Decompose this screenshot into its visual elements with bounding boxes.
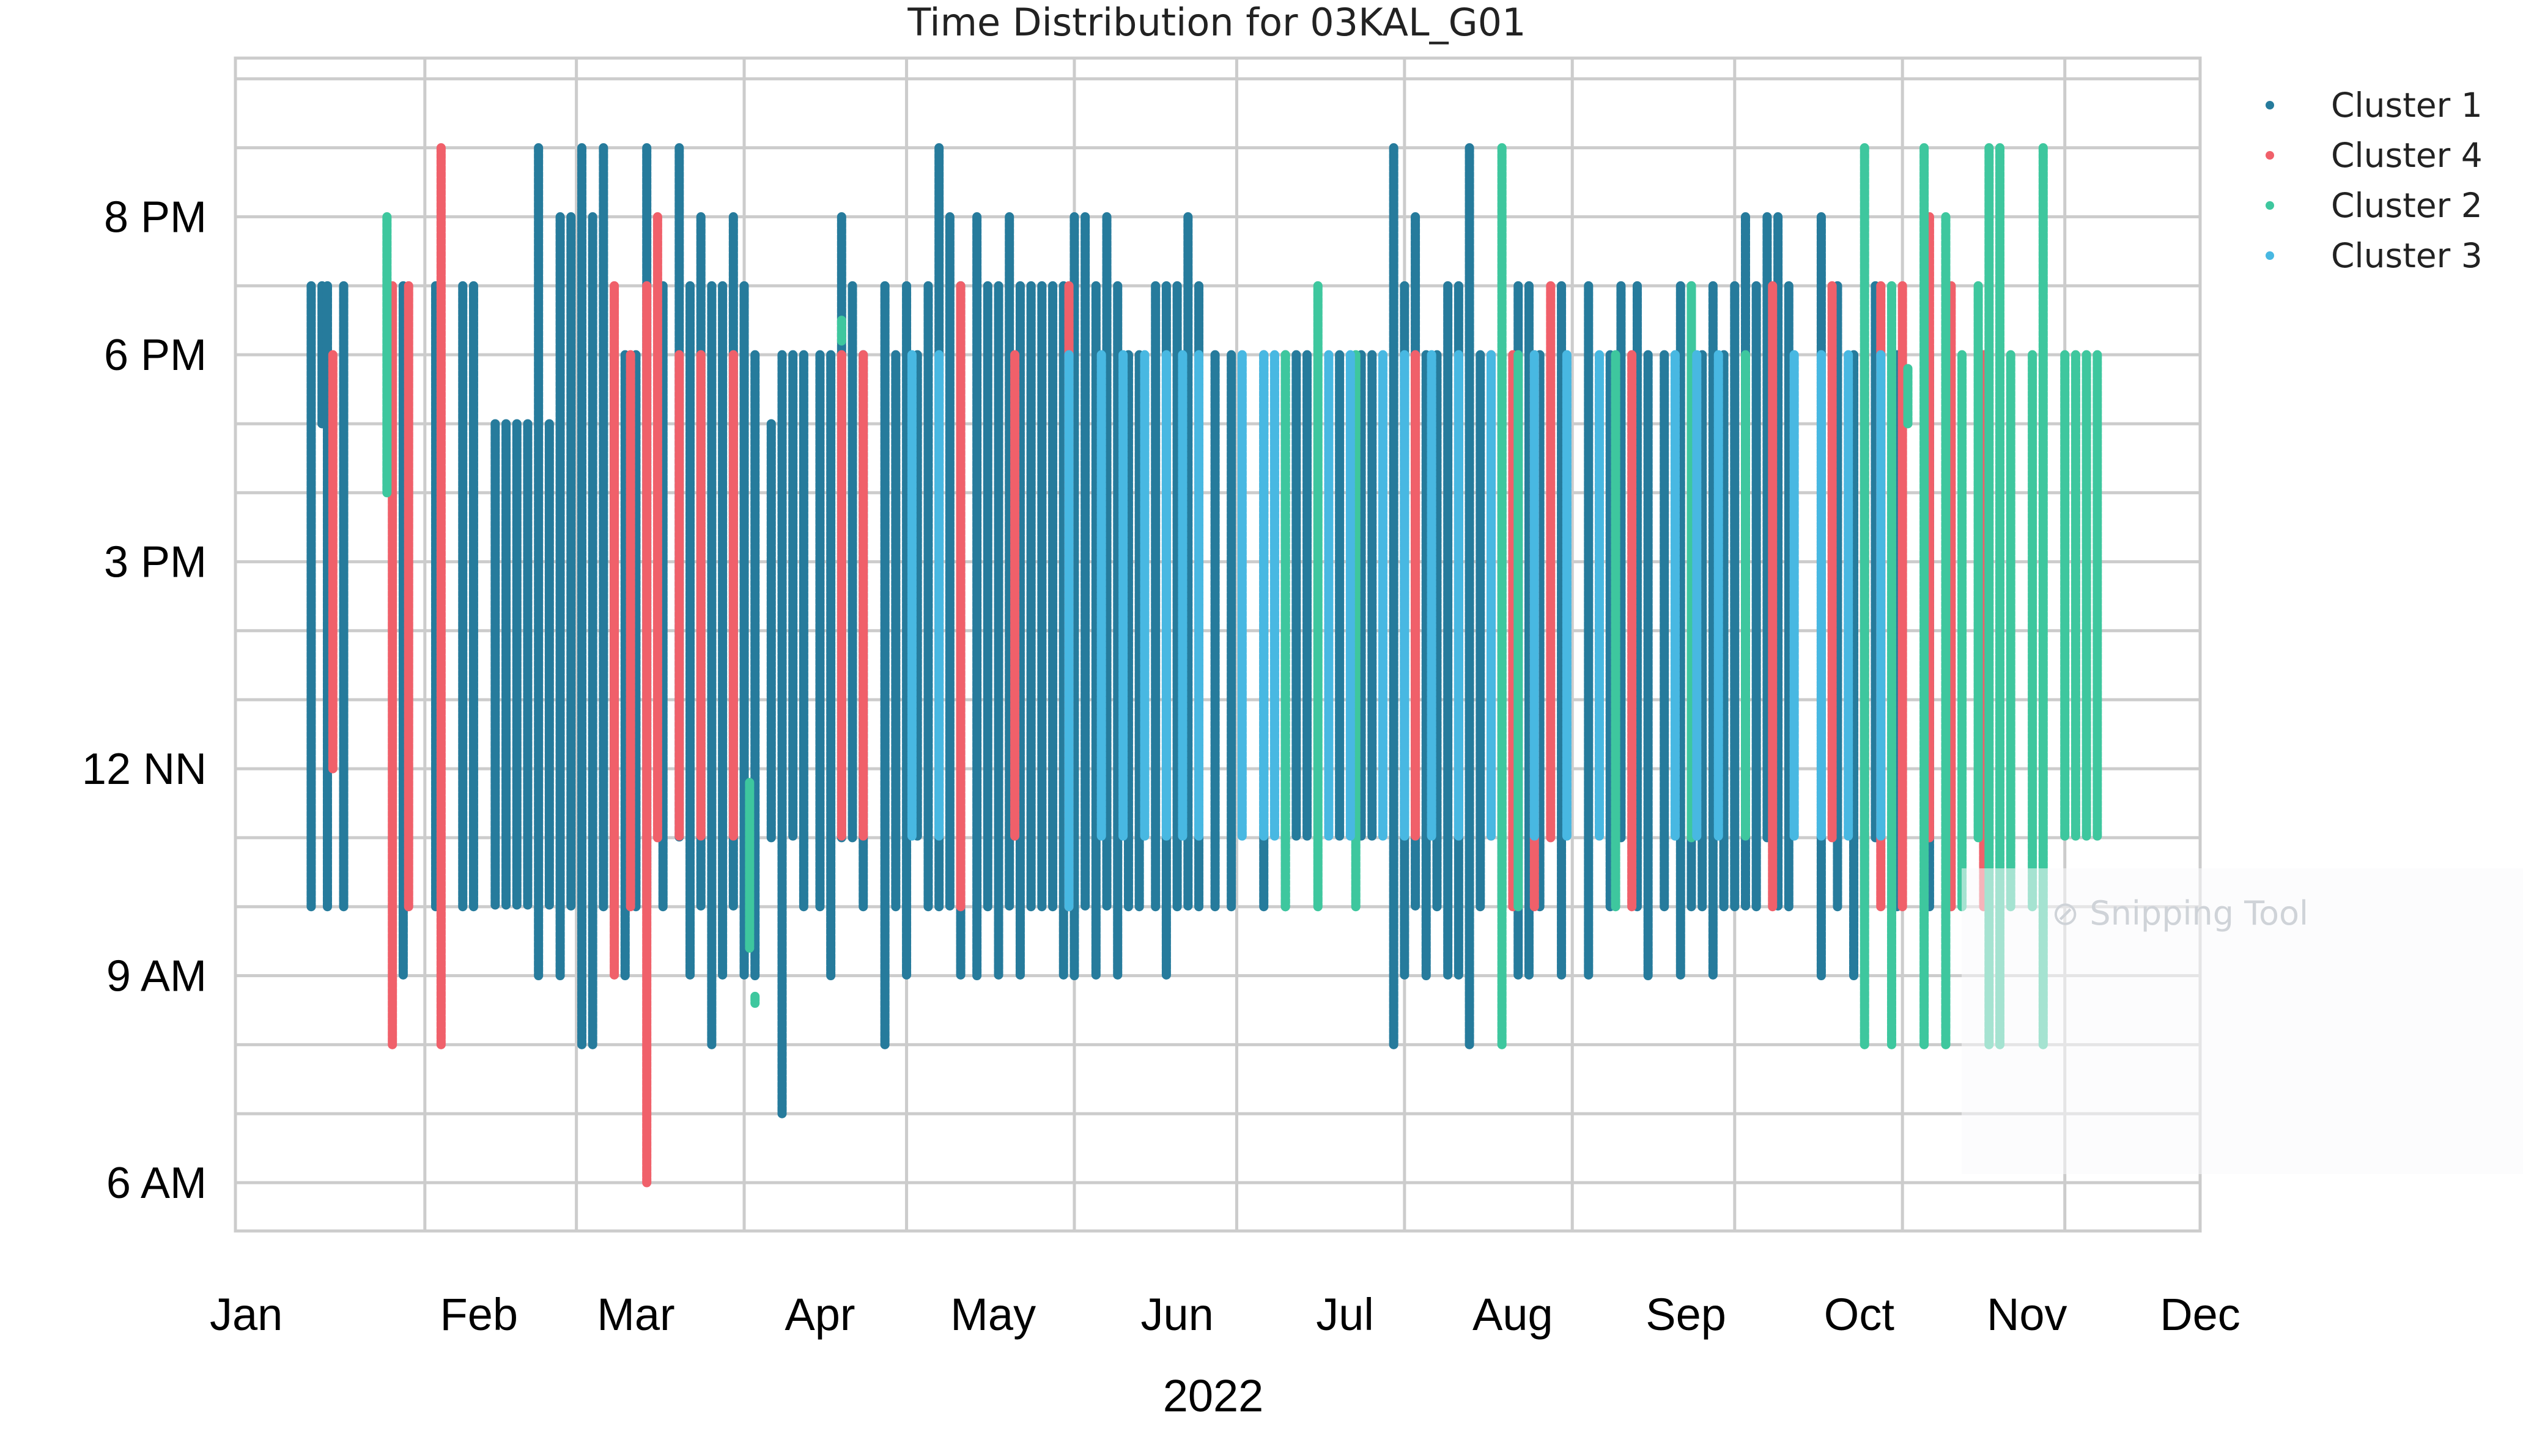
legend-item: Cluster 1 — [2266, 86, 2483, 125]
x-axis-label: 2022 — [1163, 1370, 1264, 1421]
legend-label: Cluster 2 — [2331, 186, 2483, 225]
x-tick-label: Nov — [1987, 1289, 2067, 1340]
series-3 — [382, 143, 2102, 1049]
legend-marker — [2266, 201, 2274, 210]
y-tick-labels: 6 AM 9 AM 12 NN 3 PM 6 PM 8 PM — [82, 193, 207, 1208]
legend-label: Cluster 4 — [2331, 136, 2483, 175]
legend-label: Cluster 1 — [2331, 86, 2483, 125]
data-marks — [306, 143, 2102, 1188]
legend-label: Cluster 3 — [2331, 236, 2483, 275]
y-tick-label: 9 AM — [106, 952, 207, 1001]
y-tick-label: 6 AM — [106, 1159, 207, 1208]
chart-legend: Cluster 1 Cluster 4 Cluster 2 Cluster 3 — [2266, 86, 2483, 275]
x-tick-labels: Jan Feb Mar Apr May Jun Jul Aug Sep Oct Nov Dec — [210, 1289, 2240, 1340]
y-tick-label: 12 NN — [82, 745, 207, 794]
legend-item: Cluster 2 — [2266, 186, 2483, 225]
x-tick-label: Jun — [1140, 1289, 1213, 1340]
x-tick-label: Oct — [1824, 1289, 1895, 1340]
legend-marker — [2266, 151, 2274, 160]
snipping-tool-label: ⊘ Snipping Tool — [2052, 894, 2309, 933]
series-4 — [907, 350, 1886, 912]
y-tick-label: 6 PM — [104, 331, 207, 380]
series-2 — [328, 143, 1989, 1188]
x-tick-label: Jul — [1316, 1289, 1374, 1340]
chart-title: Time Distribution for 03KAL_G01 — [907, 0, 1526, 45]
legend-item: Cluster 3 — [2266, 236, 2483, 275]
legend-item: Cluster 4 — [2266, 136, 2483, 175]
x-tick-label: Apr — [785, 1289, 855, 1340]
x-tick-label: Jan — [210, 1289, 283, 1340]
legend-marker — [2266, 101, 2274, 109]
x-tick-label: Mar — [597, 1289, 674, 1340]
x-tick-label: Feb — [440, 1289, 519, 1340]
x-tick-label: Dec — [2160, 1289, 2240, 1340]
snipping-tool-overlay — [1962, 868, 2523, 1174]
y-tick-label: 3 PM — [104, 538, 207, 587]
legend-marker — [2266, 251, 2274, 260]
x-tick-label: Aug — [1472, 1289, 1553, 1340]
x-tick-label: May — [950, 1289, 1036, 1340]
y-tick-label: 8 PM — [104, 193, 207, 242]
x-tick-label: Sep — [1646, 1289, 1726, 1340]
